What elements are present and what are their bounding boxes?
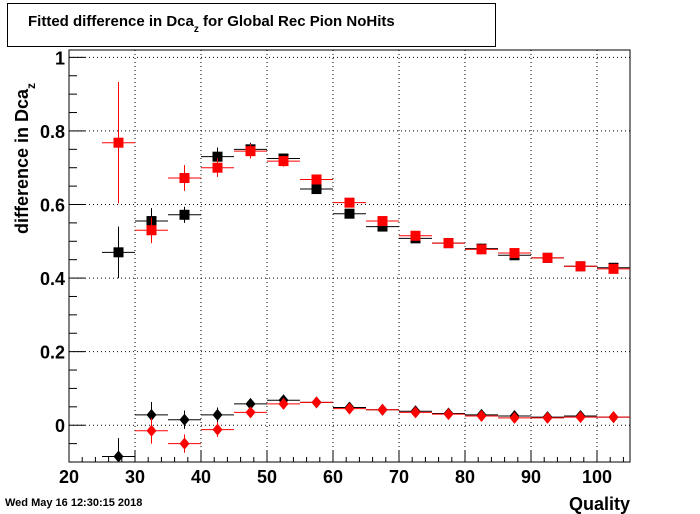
x-tick-label: 90 — [521, 467, 541, 487]
data-point-diamond — [212, 423, 223, 436]
data-point-diamond — [476, 410, 487, 423]
title-rest: for Global Rec Pion NoHits — [198, 13, 395, 30]
data-point-square — [311, 184, 322, 195]
data-point-diamond — [608, 411, 619, 424]
x-tick-label: 50 — [257, 467, 277, 487]
data-point-square — [113, 137, 124, 148]
data-point-diamond — [344, 402, 355, 415]
title-subscript: z — [193, 24, 199, 35]
y-axis-label-group: difference in Dcaz — [12, 83, 38, 234]
data-series — [102, 82, 630, 463]
x-tick-label: 70 — [389, 467, 409, 487]
data-point-square — [509, 248, 520, 259]
data-point-square — [476, 244, 487, 255]
series-2 — [102, 394, 630, 463]
chart-title: Fitted difference in Dcaz for Global Rec… — [28, 13, 395, 35]
data-point-square — [212, 151, 223, 162]
data-point-diamond — [542, 411, 553, 424]
x-tick-label: 100 — [582, 467, 612, 487]
data-point-diamond — [113, 450, 124, 463]
data-point-diamond — [410, 406, 421, 419]
data-point-square — [311, 174, 322, 185]
x-tick-label: 40 — [191, 467, 211, 487]
y-axis-label: difference in Dcaz — [12, 83, 38, 234]
data-point-diamond — [443, 408, 454, 421]
data-point-diamond — [509, 411, 520, 424]
data-point-diamond — [377, 403, 388, 416]
data-point-square — [179, 209, 190, 220]
data-point-square — [212, 162, 223, 173]
data-point-square — [410, 230, 421, 241]
data-point-square — [179, 173, 190, 184]
data-point-diamond — [179, 437, 190, 450]
y-tick-label: 0.6 — [40, 196, 65, 216]
data-point-diamond — [179, 413, 190, 426]
x-tick-label: 20 — [59, 467, 79, 487]
data-point-square — [344, 208, 355, 219]
data-point-diamond — [245, 406, 256, 419]
data-point-diamond — [146, 408, 157, 421]
data-point-diamond — [278, 397, 289, 410]
data-point-square — [575, 261, 586, 272]
series-3 — [135, 396, 630, 453]
data-point-diamond — [212, 408, 223, 421]
data-point-square — [245, 146, 256, 157]
data-point-square — [146, 225, 157, 236]
tick-labels: 20 30 40 50 60 70 80 90 100 0 0.2 0.4 0.6 0.8 1 — [40, 48, 612, 487]
data-point-square — [608, 263, 619, 274]
timestamp: Wed May 16 12:30:15 2018 — [5, 497, 143, 509]
data-point-square — [377, 216, 388, 227]
series-1 — [102, 82, 630, 274]
y-tick-label: 1 — [55, 48, 65, 68]
x-tick-label: 80 — [455, 467, 475, 487]
data-point-diamond — [245, 397, 256, 410]
data-point-diamond — [146, 424, 157, 437]
y-tick-label: 0.8 — [40, 122, 65, 142]
title-main: Fitted difference in Dca — [28, 13, 194, 30]
y-axis-label-subscript: z — [24, 83, 38, 89]
data-point-diamond — [311, 396, 322, 409]
y-tick-label: 0 — [55, 416, 65, 436]
data-point-diamond — [575, 411, 586, 424]
y-tick-label: 0.2 — [40, 343, 65, 363]
axis-ticks — [68, 56, 624, 463]
data-point-square — [278, 156, 289, 167]
data-point-square — [542, 252, 553, 263]
data-point-square — [113, 247, 124, 258]
data-point-square — [344, 197, 355, 208]
x-axis-label: Quality — [569, 494, 630, 514]
data-point-square — [377, 221, 388, 232]
title-box: Fitted difference in Dcaz for Global Rec… — [7, 3, 496, 47]
x-tick-label: 60 — [323, 467, 343, 487]
y-tick-label: 0.4 — [40, 269, 65, 289]
plot-frame — [68, 49, 631, 463]
x-tick-label: 30 — [125, 467, 145, 487]
data-point-square — [443, 238, 454, 249]
y-axis-label-main: difference in Dca — [12, 88, 32, 234]
